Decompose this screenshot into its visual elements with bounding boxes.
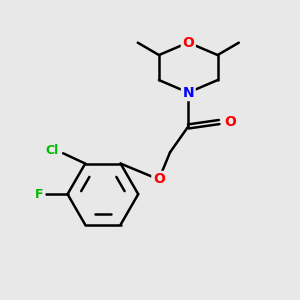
Text: N: N [182,85,194,100]
Text: Cl: Cl [46,144,59,158]
Text: F: F [35,188,44,201]
Text: O: O [224,115,236,129]
Text: O: O [153,172,165,186]
Text: O: O [182,35,194,50]
